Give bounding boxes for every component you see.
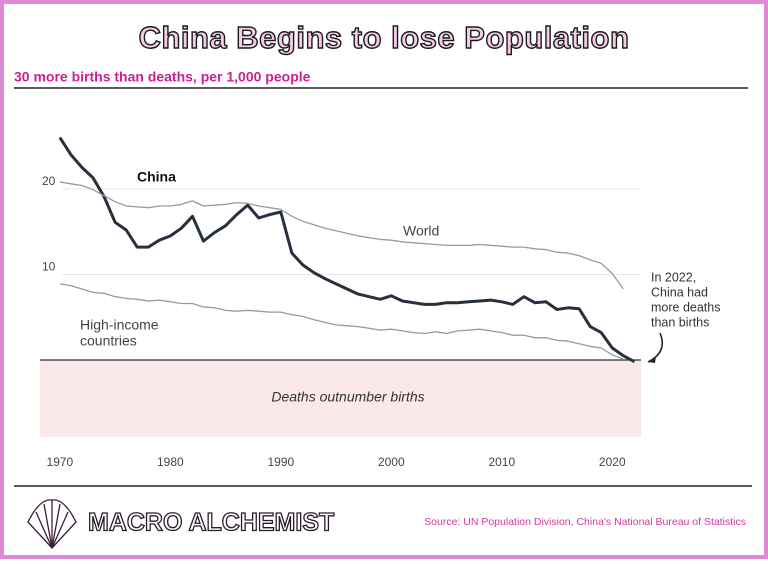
annotation: than births: [651, 315, 709, 329]
deaths-region: [40, 360, 641, 437]
x-tick-label: 1990: [267, 455, 294, 469]
source: Source: UN Population Division, China's …: [424, 516, 746, 528]
x-tick-label: 1970: [47, 455, 74, 469]
region-label: Deaths outnumber births: [271, 389, 424, 405]
series-line: [59, 283, 624, 360]
series-label: World: [403, 223, 439, 239]
arrow-head: [648, 356, 656, 363]
series-line: [58, 136, 636, 364]
y-tick-label: 20: [42, 174, 56, 188]
x-tick-label: 1980: [157, 455, 184, 469]
annotation: In 2022,: [651, 270, 696, 284]
brand-name: MACRO ALCHEMIST: [88, 509, 334, 537]
logo-icon: [27, 499, 77, 549]
annotation: more deaths: [651, 300, 720, 314]
x-tick-label: 2010: [488, 455, 515, 469]
subtitle: 30 more births than deaths, per 1,000 pe…: [14, 69, 311, 85]
series-label: China: [137, 169, 176, 185]
chart-title: China Begins to lose Population: [139, 20, 630, 55]
x-tick-label: 2000: [378, 455, 405, 469]
series-label: High-income: [80, 317, 159, 333]
annotation: China had: [651, 285, 708, 299]
series-line: [59, 181, 624, 290]
x-tick-label: 2020: [599, 455, 626, 469]
series-label: countries: [80, 333, 137, 349]
y-tick-label: 10: [42, 260, 56, 274]
plot-area: Deaths outnumber births 10 20 1970 1980 1990 2…: [40, 136, 720, 469]
